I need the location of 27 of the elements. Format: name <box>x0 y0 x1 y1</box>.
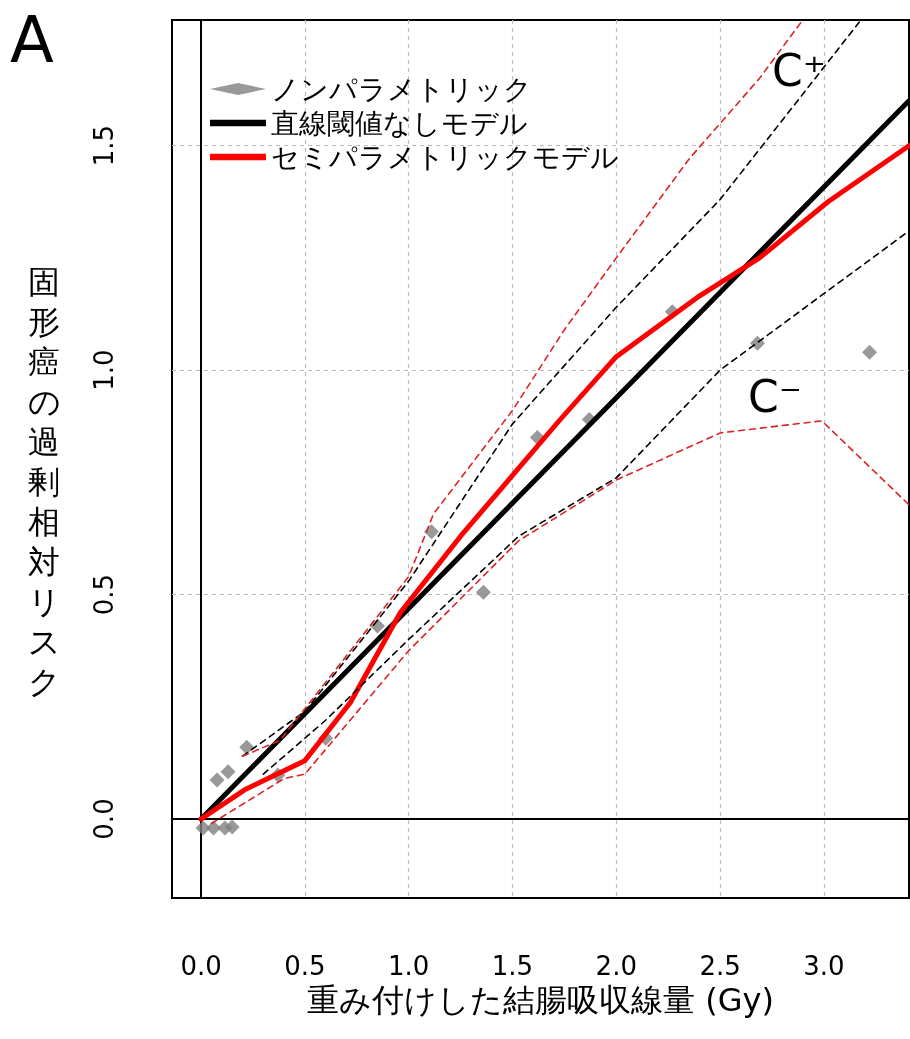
point <box>475 584 491 600</box>
y-tick-label: 0.5 <box>89 573 119 616</box>
x-tick-label: 3.0 <box>803 951 845 981</box>
legend-label: ノンパラメトリック <box>271 72 532 106</box>
annotation: C⁻ <box>748 370 802 422</box>
x-tick-label: 0.5 <box>284 951 326 981</box>
x-axis-title: 重み付けした結腸吸収線量 (Gy) <box>307 980 774 1019</box>
legend-label: セミパラメトリックモデル <box>271 140 619 174</box>
x-tick-label: 1.0 <box>387 951 430 981</box>
point <box>862 344 878 360</box>
x-tick-label: 2.0 <box>595 951 637 981</box>
point <box>239 739 255 755</box>
x-tick-label: 1.5 <box>491 951 534 981</box>
annotation: C⁺ <box>772 44 826 96</box>
point <box>224 819 240 835</box>
point <box>749 335 765 351</box>
y-tick-label: 1.5 <box>89 125 119 167</box>
text: A <box>10 3 54 77</box>
point <box>424 524 440 540</box>
point <box>220 764 236 780</box>
x-tick-label: 2.5 <box>699 951 741 981</box>
legend-label: 直線閾値なしモデル <box>271 106 528 140</box>
y-tick-label: 0.0 <box>89 798 119 840</box>
point <box>209 772 225 788</box>
x-tick-label: 0.0 <box>180 951 222 981</box>
text: 固形癌の過剰相対リスク <box>28 263 61 701</box>
y-tick-label: 1.0 <box>89 349 119 391</box>
